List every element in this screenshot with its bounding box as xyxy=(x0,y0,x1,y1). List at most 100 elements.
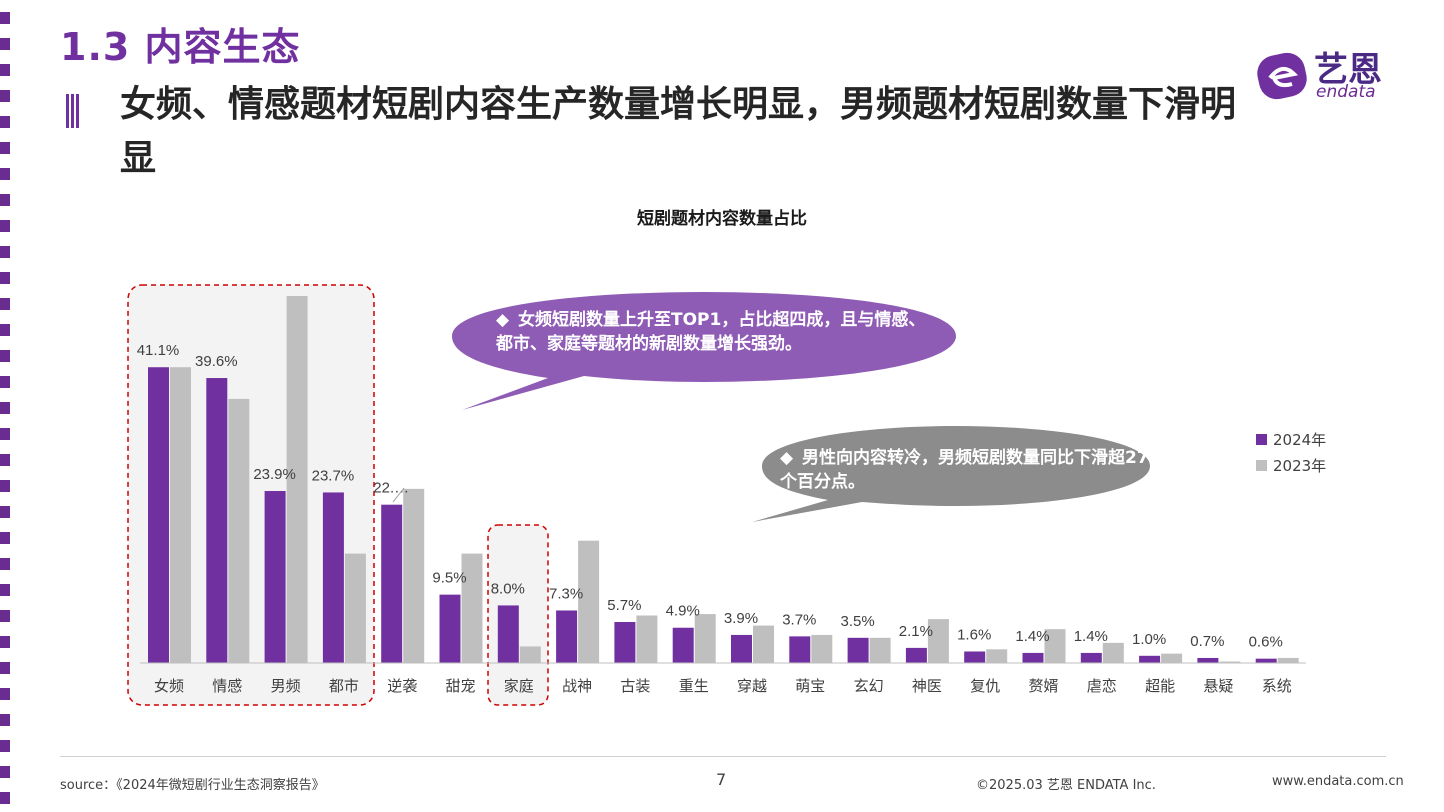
data-label-16: 1.4% xyxy=(1074,628,1108,645)
footer-copyright: ©2025.03 艺恩 ENDATA Inc. xyxy=(976,778,1156,793)
bar-2024-18 xyxy=(1197,657,1219,663)
x-tick-label-10: 穿越 xyxy=(737,677,767,695)
x-tick-label-13: 神医 xyxy=(912,677,942,695)
bar-2023-9 xyxy=(694,614,716,663)
chart-legend: 2024年 2023年 xyxy=(1256,426,1326,478)
data-label-18: 0.7% xyxy=(1190,633,1224,650)
x-tick-label-18: 悬疑 xyxy=(1203,677,1233,695)
bar-2024-8 xyxy=(614,621,636,663)
bar-2024-15 xyxy=(1022,652,1044,663)
x-tick-label-19: 系统 xyxy=(1262,677,1292,695)
logo-name-en: endata xyxy=(1316,82,1376,102)
bar-2024-0 xyxy=(148,367,169,663)
bar-2023-16 xyxy=(1102,642,1124,663)
bar-2023-14 xyxy=(986,649,1008,663)
data-label-3: 23.7% xyxy=(312,467,355,484)
x-tick-label-5: 甜宠 xyxy=(445,677,475,695)
x-tick-label-1: 情感 xyxy=(212,677,242,695)
x-tick-label-14: 复仇 xyxy=(970,677,1000,695)
bar-2023-15 xyxy=(1044,629,1066,663)
bar-2024-9 xyxy=(672,627,694,663)
data-label-10: 3.9% xyxy=(724,610,758,627)
legend-label: 2024年 xyxy=(1273,430,1327,449)
x-tick-label-17: 超能 xyxy=(1145,677,1175,695)
footer-source: source：《2024年微短剧行业生态洞察报告》 xyxy=(60,778,325,793)
x-tick-label-15: 赘婿 xyxy=(1028,677,1058,695)
bar-2024-2 xyxy=(264,491,286,663)
x-tick-label-2: 男频 xyxy=(271,677,301,695)
callout-female: ◆ 女频短剧数量上升至TOP1，占比超四成，且与情感、都市、家庭等题材的新剧数量增… xyxy=(496,308,926,356)
data-label-19: 0.6% xyxy=(1249,634,1283,651)
data-label-13: 2.1% xyxy=(899,623,933,640)
bar-2023-18 xyxy=(1219,661,1241,663)
legend-label: 2023年 xyxy=(1273,456,1327,475)
data-label-17: 1.0% xyxy=(1132,631,1166,648)
x-tick-label-12: 玄幻 xyxy=(854,677,884,695)
logo-icon xyxy=(1257,52,1307,100)
bar-2024-4 xyxy=(381,504,403,663)
data-label-9: 4.9% xyxy=(666,603,700,620)
left-border-decoration xyxy=(0,0,12,812)
bar-2023-10 xyxy=(753,625,774,663)
data-label-12: 3.5% xyxy=(840,613,874,630)
bar-2024-19 xyxy=(1255,658,1277,663)
bar-2023-6 xyxy=(519,646,541,663)
x-tick-label-11: 萌宝 xyxy=(795,677,825,695)
callout-text: 男性向内容转冷，男频短剧数量同比下滑超27个百分点。 xyxy=(780,448,1149,492)
callout-male: ◆ 男性向内容转冷，男频短剧数量同比下滑超27个百分点。 xyxy=(780,446,1150,494)
chart-title: 短剧题材内容数量占比 xyxy=(637,209,807,229)
data-label-8: 5.7% xyxy=(607,597,641,614)
legend-swatch-2023 xyxy=(1256,459,1267,471)
bar-2023-2 xyxy=(286,296,308,663)
data-label-2: 23.9% xyxy=(253,466,296,483)
logo-name-cn: 艺恩 xyxy=(1314,50,1382,90)
footer-url: www.endata.com.cn xyxy=(1272,774,1404,789)
bar-2023-11 xyxy=(811,634,833,663)
data-label-0: 41.1% xyxy=(137,342,180,359)
x-tick-label-8: 古装 xyxy=(620,677,650,695)
page-number: 7 xyxy=(716,770,727,789)
bar-2024-11 xyxy=(789,636,811,663)
x-tick-label-3: 都市 xyxy=(329,677,359,695)
headline: 女频、情感题材短剧内容生产数量增长明显，男频题材短剧数量下滑明显 xyxy=(120,84,1237,179)
callout-bubble-male xyxy=(752,426,1150,522)
bar-2024-17 xyxy=(1139,655,1161,663)
bar-2023-3 xyxy=(344,553,366,663)
bar-2024-5 xyxy=(439,594,461,663)
callout-bubble-female xyxy=(452,292,956,410)
bar-2023-4 xyxy=(403,488,425,663)
legend-item-2024: 2024年 xyxy=(1256,426,1326,452)
bar-2024-1 xyxy=(206,378,228,663)
headline-marker xyxy=(66,94,80,128)
bar-2024-13 xyxy=(905,647,927,663)
callout-bullet-icon: ◆ xyxy=(780,448,794,468)
bar-2023-5 xyxy=(461,553,483,663)
bar-2023-13 xyxy=(927,619,949,663)
callout-bullet-icon: ◆ xyxy=(496,310,510,330)
x-tick-label-16: 虐恋 xyxy=(1087,677,1117,695)
bar-2023-0 xyxy=(170,367,191,663)
data-label-1: 39.6% xyxy=(195,353,238,370)
bar-2023-12 xyxy=(869,637,891,663)
bar-2024-3 xyxy=(322,492,344,663)
legend-item-2023: 2023年 xyxy=(1256,452,1326,478)
leader-line xyxy=(392,487,405,503)
bar-2024-16 xyxy=(1080,652,1102,663)
data-label-14: 1.6% xyxy=(957,626,991,643)
bar-2023-17 xyxy=(1161,653,1183,663)
data-label-5: 9.5% xyxy=(432,570,466,587)
bar-2024-14 xyxy=(964,651,986,663)
data-label-7: 7.3% xyxy=(549,585,583,602)
bar-2024-7 xyxy=(556,610,578,663)
bar-2023-8 xyxy=(636,615,658,663)
data-label-11: 3.7% xyxy=(782,611,816,628)
section-title: 1.3 内容生态 xyxy=(60,25,301,69)
bar-2023-7 xyxy=(578,540,600,663)
x-tick-label-9: 重生 xyxy=(679,677,709,695)
bar-2024-10 xyxy=(731,634,752,663)
bar-2024-6 xyxy=(497,605,519,663)
x-tick-label-7: 战神 xyxy=(562,677,592,695)
x-tick-label-6: 家庭 xyxy=(504,677,534,695)
